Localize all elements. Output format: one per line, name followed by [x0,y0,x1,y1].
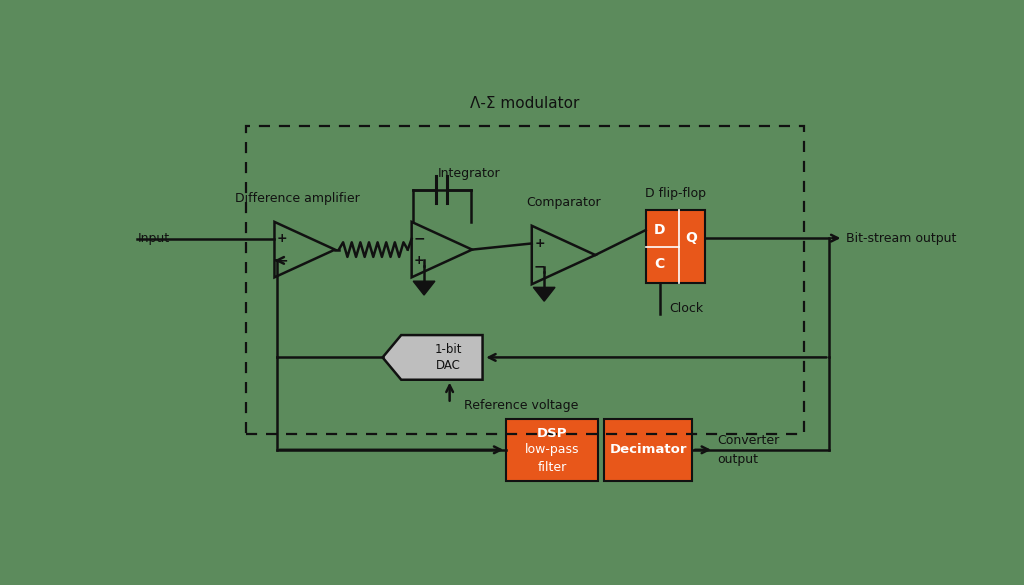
Text: Clock: Clock [669,302,703,315]
Text: D: D [654,223,666,237]
Text: DSP: DSP [537,426,567,440]
Text: +: + [535,237,545,250]
Text: 1-bit: 1-bit [434,343,462,356]
FancyBboxPatch shape [506,419,598,481]
Text: −: − [534,260,546,274]
Text: Reference voltage: Reference voltage [464,398,578,412]
Text: output: output [717,453,758,466]
Text: Input: Input [137,232,169,245]
Text: Decimator: Decimator [609,443,687,456]
Text: C: C [654,257,665,271]
Text: Bit-stream output: Bit-stream output [847,232,956,245]
FancyBboxPatch shape [646,211,705,284]
Polygon shape [414,281,435,295]
Text: Q: Q [686,231,697,245]
Polygon shape [412,222,472,277]
Text: −: − [414,232,425,246]
Polygon shape [534,287,555,301]
Text: Converter: Converter [717,434,779,447]
Text: +: + [276,232,288,245]
Text: DAC: DAC [435,359,461,371]
FancyBboxPatch shape [604,419,692,481]
Text: Difference amplifier: Difference amplifier [234,192,359,205]
Text: D flip-flop: D flip-flop [645,187,706,199]
Polygon shape [274,222,335,277]
Text: Comparator: Comparator [526,196,601,209]
Polygon shape [383,335,482,380]
Text: Λ-Σ modulator: Λ-Σ modulator [470,96,580,111]
Text: filter: filter [538,460,566,474]
Text: low-pass: low-pass [524,443,580,456]
Polygon shape [531,226,595,284]
Text: +: + [414,254,425,267]
Text: −: − [276,253,288,267]
Text: Integrator: Integrator [437,167,501,180]
